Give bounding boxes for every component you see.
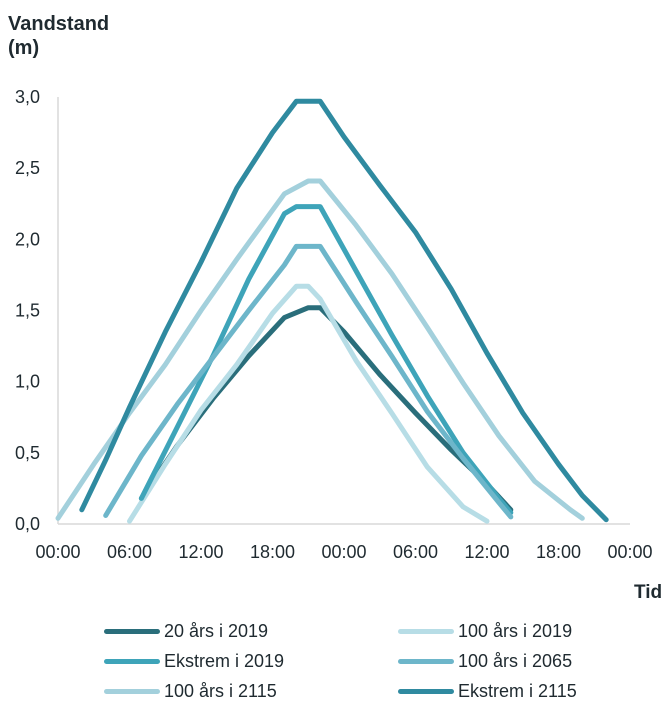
y-axis-title-line2: (m)	[8, 37, 39, 59]
y-tick-label: 0,0	[15, 514, 40, 534]
legend-swatch-1	[398, 628, 454, 634]
x-tick-label: 00:00	[607, 542, 652, 562]
y-tick-label: 0,5	[15, 443, 40, 463]
legend-item-2: Ekstrem i 2019	[104, 648, 284, 674]
series-line-4	[55, 178, 585, 521]
legend-item-5: Ekstrem i 2115	[398, 678, 577, 704]
y-tick-label: 2,0	[15, 229, 40, 249]
data-series	[55, 98, 609, 524]
legend-item-1: 100 års i 2019	[398, 618, 572, 644]
series-line-1	[127, 283, 490, 524]
x-tick-labels: 00:00 06:00 12:00 18:00 00:00 06:00 12:00 18:00…	[35, 542, 652, 562]
legend-label-0: 20 års i 2019	[164, 620, 269, 641]
legend-item-0: 20 års i 2019	[104, 618, 268, 644]
x-tick-label: 06:00	[107, 542, 152, 562]
y-tick-label: 2,5	[15, 158, 40, 178]
legend-swatch-0	[104, 628, 160, 634]
x-axis-title: Tid	[634, 582, 662, 603]
water-level-chart: Vandstand (m) 0,0 0,5 1,0 1,5 2,0 2,5 3,0 00:0…	[8, 13, 662, 603]
legend-swatch-2	[104, 658, 160, 664]
x-tick-label: 06:00	[393, 542, 438, 562]
series-line-3	[103, 243, 514, 520]
legend-swatch-4	[104, 688, 160, 694]
series-line-5	[79, 98, 609, 523]
legend-label-3: 100 års i 2065	[458, 650, 573, 671]
axes	[57, 97, 630, 525]
x-tick-label: 00:00	[35, 542, 80, 562]
series-line-0	[138, 305, 514, 513]
legend-label-5: Ekstrem i 2115	[458, 680, 577, 701]
legend-swatch-5	[398, 688, 454, 694]
legend: 20 års i 2019 100 års i 2019 Ekstrem i 2…	[0, 618, 666, 702]
y-tick-labels: 0,0 0,5 1,0 1,5 2,0 2,5 3,0	[15, 87, 40, 534]
legend-label-1: 100 års i 2019	[458, 620, 573, 641]
x-tick-label: 18:00	[536, 542, 581, 562]
x-tick-label: 12:00	[464, 542, 509, 562]
legend-item-4: 100 års i 2115	[104, 678, 277, 704]
legend-label-4: 100 års i 2115	[164, 680, 277, 701]
legend-swatch-3	[398, 658, 454, 664]
y-tick-label: 1,0	[15, 372, 40, 392]
x-tick-label: 12:00	[178, 542, 223, 562]
y-axis-title-line1: Vandstand	[8, 13, 109, 35]
y-tick-label: 3,0	[15, 87, 40, 107]
x-tick-label: 00:00	[321, 542, 366, 562]
x-tick-label: 18:00	[250, 542, 295, 562]
legend-item-3: 100 års i 2065	[398, 648, 572, 674]
legend-label-2: Ekstrem i 2019	[164, 650, 285, 671]
y-tick-label: 1,5	[15, 301, 40, 321]
